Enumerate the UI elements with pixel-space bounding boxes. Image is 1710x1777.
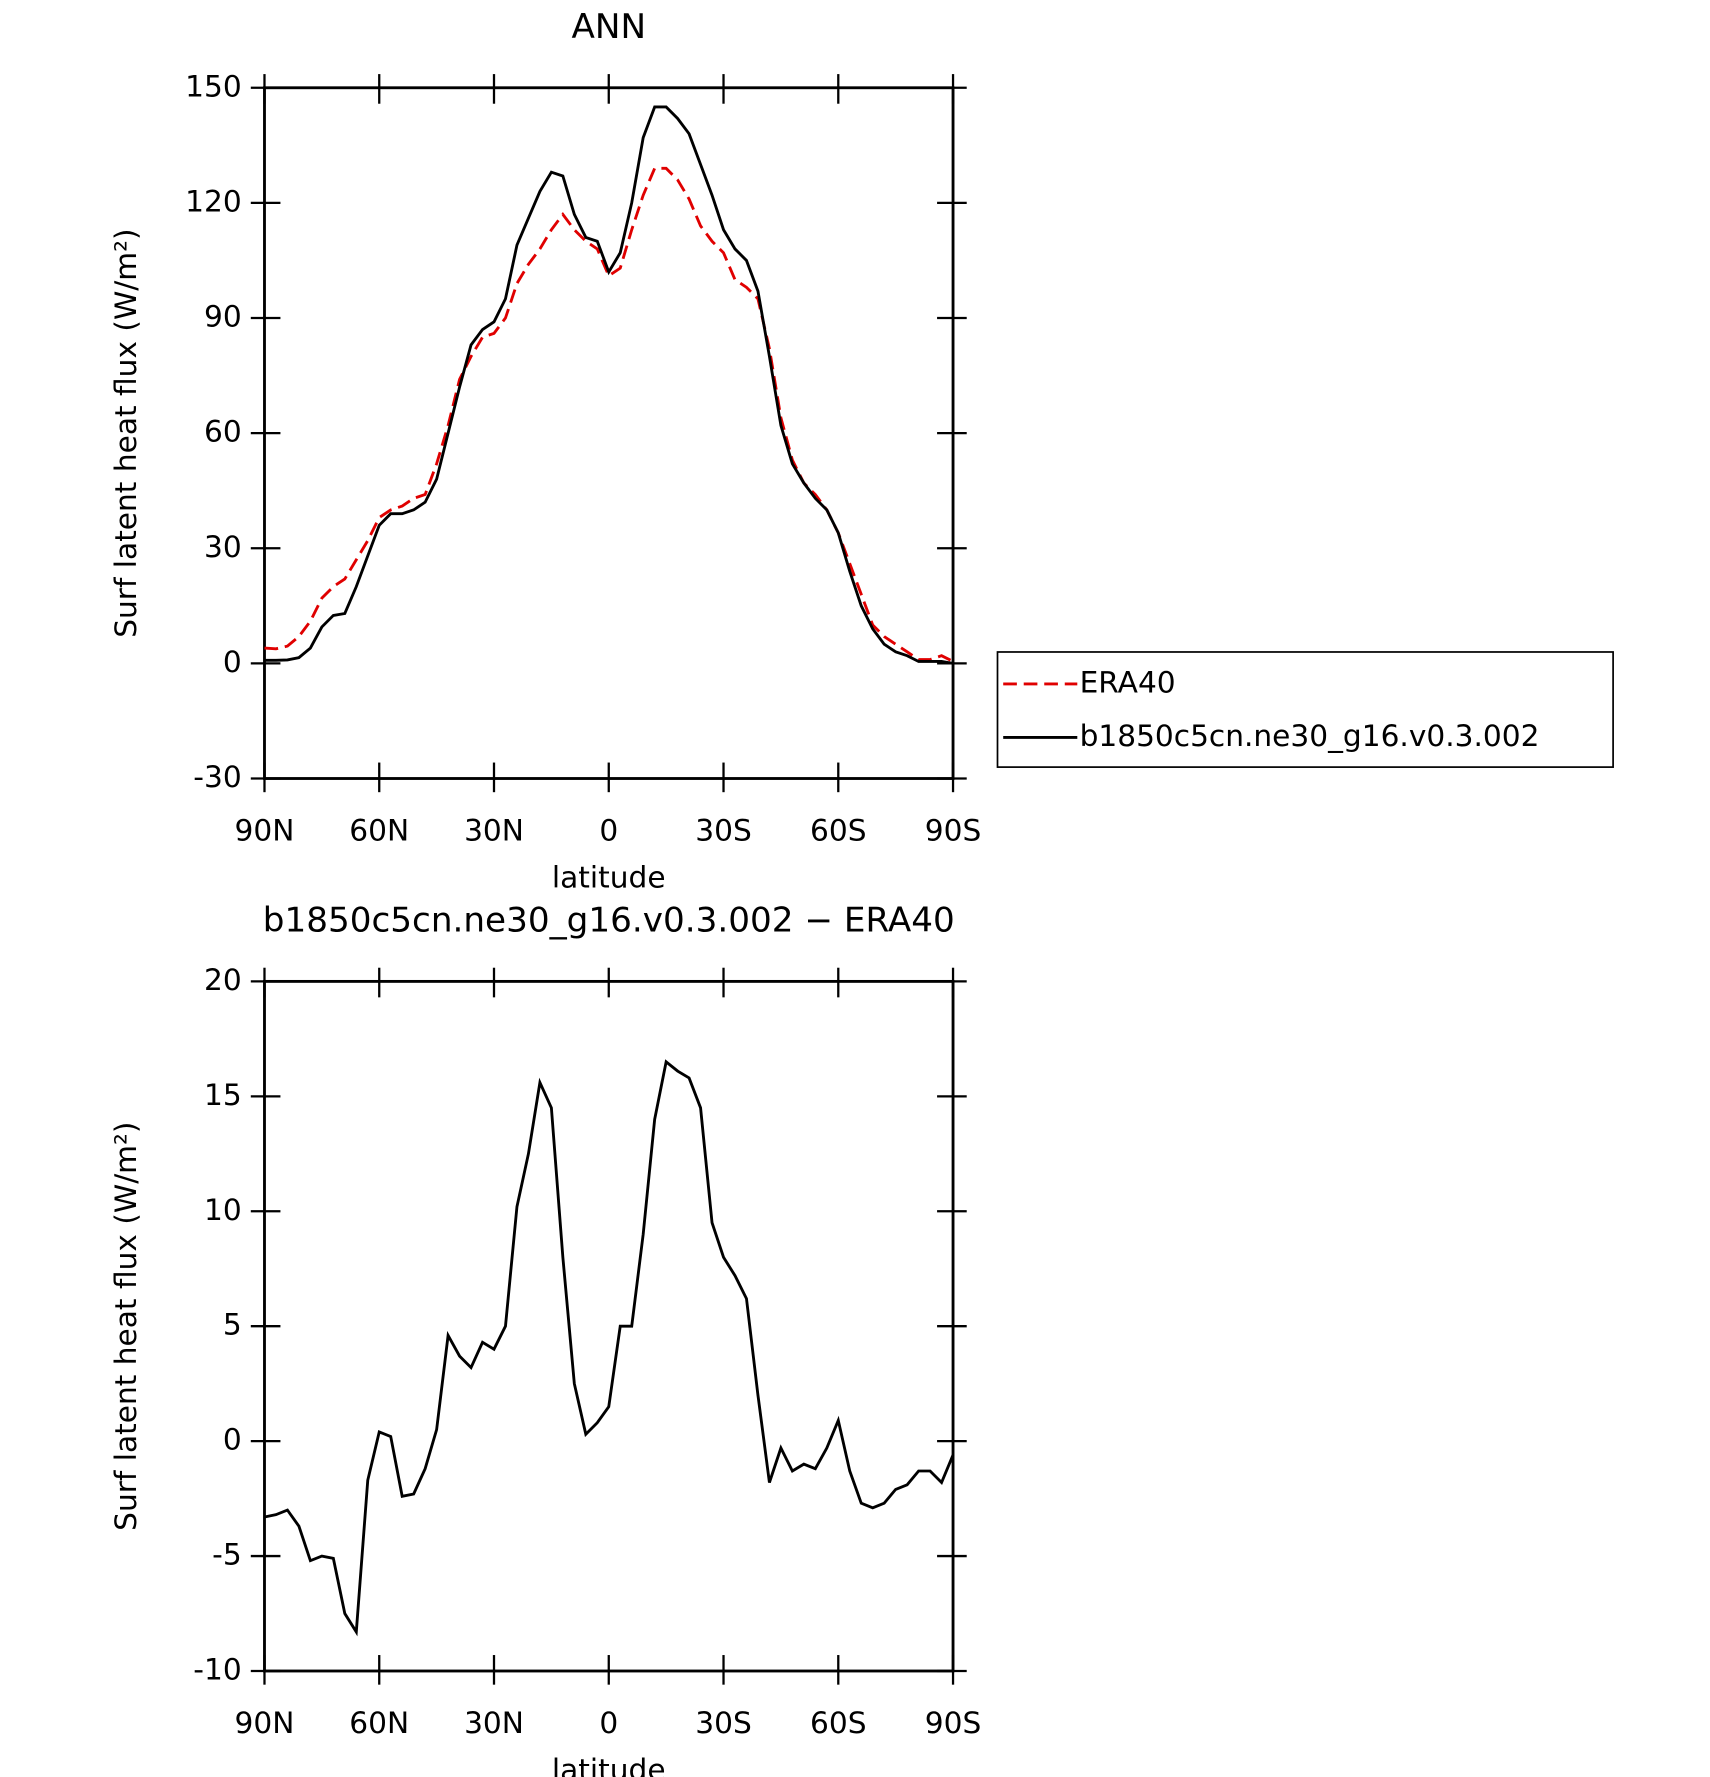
chart-title: b1850c5cn.ne30_g16.v0.3.002 − ERA40 — [263, 901, 955, 941]
legend-box — [996, 651, 1614, 768]
y-tick-label: 0 — [223, 1422, 242, 1457]
x-tick-label: 90N — [235, 813, 295, 848]
series-line — [264, 1059, 955, 1637]
x-tick-label: 0 — [599, 813, 618, 848]
y-axis-label: Surf latent heat flux (W/m²) — [108, 1122, 143, 1531]
series-line — [264, 166, 954, 663]
x-tick-label: 60N — [349, 1705, 409, 1740]
x-tick-label: 60N — [349, 813, 409, 848]
series-line — [264, 105, 954, 665]
x-axis-label: latitude — [552, 1752, 666, 1777]
y-tick-label: 30 — [204, 529, 242, 564]
y-tick-label: 15 — [204, 1077, 242, 1112]
x-tick-label: 30N — [464, 813, 524, 848]
y-tick-label: 5 — [223, 1307, 242, 1342]
y-tick-label: 10 — [204, 1192, 242, 1227]
y-tick-label: 20 — [204, 962, 242, 997]
y-tick-label: 0 — [223, 644, 242, 679]
y-tick-label: 150 — [185, 68, 242, 103]
x-tick-label: 0 — [599, 1705, 618, 1740]
x-tick-label: 30S — [695, 1705, 752, 1740]
y-tick-label: 120 — [185, 183, 242, 218]
chart-title: ANN — [571, 7, 646, 47]
x-tick-label: 90S — [925, 813, 982, 848]
x-tick-label: 60S — [810, 813, 867, 848]
y-tick-label: 60 — [204, 414, 242, 449]
plot-frame — [263, 86, 955, 780]
y-tick-label: -5 — [212, 1537, 242, 1572]
x-axis-label: latitude — [552, 859, 666, 894]
y-tick-label: 90 — [204, 299, 242, 334]
x-tick-label: 60S — [810, 1705, 867, 1740]
x-tick-label: 90N — [235, 1705, 295, 1740]
y-tick-label: -10 — [193, 1651, 241, 1686]
y-tick-label: -30 — [193, 759, 241, 794]
plot-frame — [263, 979, 955, 1673]
legend-label: ERA40 — [1080, 664, 1176, 699]
y-axis-label: Surf latent heat flux (W/m²) — [108, 228, 143, 637]
x-tick-label: 30N — [464, 1705, 524, 1740]
x-tick-label: 90S — [925, 1705, 982, 1740]
x-tick-label: 30S — [695, 813, 752, 848]
legend-label: b1850c5cn.ne30_g16.v0.3.002 — [1080, 718, 1540, 753]
